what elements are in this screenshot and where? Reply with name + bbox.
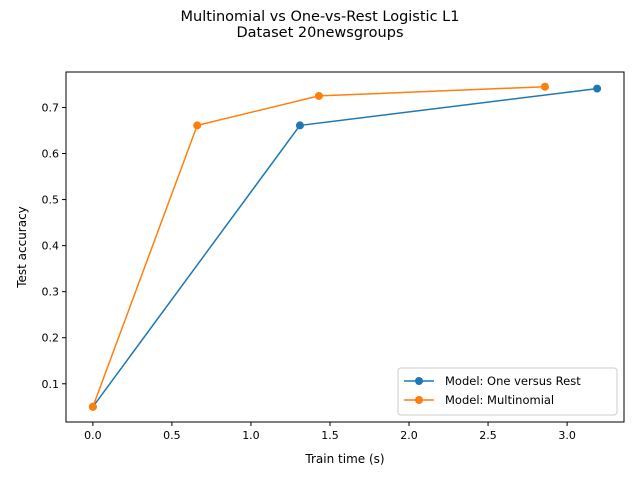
y-tick-label: 0.4 <box>42 240 60 253</box>
series-1-point <box>540 82 549 91</box>
y-tick-label: 0.6 <box>42 148 60 161</box>
x-axis: 0.0 0.5 1.0 1.5 2.0 2.5 3.0 <box>84 422 576 442</box>
y-tick-label: 0.7 <box>42 101 60 114</box>
series-0-point <box>295 121 304 130</box>
x-axis-label: Train time (s) <box>304 452 384 466</box>
x-tick-label: 1.5 <box>321 429 339 442</box>
series-0-point <box>593 84 602 93</box>
legend: Model: One versus Rest Model: Multinomial <box>397 367 618 416</box>
y-tick-label: 0.1 <box>42 378 60 391</box>
plot-area <box>88 82 602 411</box>
legend-entry-label: Model: One versus Rest <box>445 374 581 388</box>
legend-entry-label: Model: Multinomial <box>445 393 554 407</box>
chart-title: Multinomial vs One-vs-Rest Logistic L1 <box>180 9 460 25</box>
series-line-0 <box>92 87 598 408</box>
series-line-1 <box>92 85 546 408</box>
x-tick-label: 2.0 <box>400 429 418 442</box>
legend-swatch-marker <box>415 396 423 404</box>
y-tick-label: 0.3 <box>42 286 60 299</box>
x-tick-label: 1.0 <box>242 429 260 442</box>
y-tick-label: 0.5 <box>42 194 60 207</box>
x-tick-label: 0.5 <box>163 429 181 442</box>
x-tick-label: 0.0 <box>84 429 102 442</box>
axes-frame <box>65 71 625 423</box>
legend-swatch-marker <box>415 377 423 385</box>
y-tick-label: 0.2 <box>42 332 60 345</box>
legend-box <box>397 367 618 416</box>
series-1-point <box>193 121 202 130</box>
y-axis-label: Test accuracy <box>15 206 29 289</box>
x-tick-label: 2.5 <box>479 429 497 442</box>
series-1-point <box>88 402 97 411</box>
x-tick-label: 3.0 <box>558 429 576 442</box>
y-axis: 0.1 0.2 0.3 0.4 0.5 0.6 0.7 <box>42 101 66 391</box>
chart-subtitle: Dataset 20newsgroups <box>236 25 404 41</box>
series-1-point <box>314 91 323 100</box>
